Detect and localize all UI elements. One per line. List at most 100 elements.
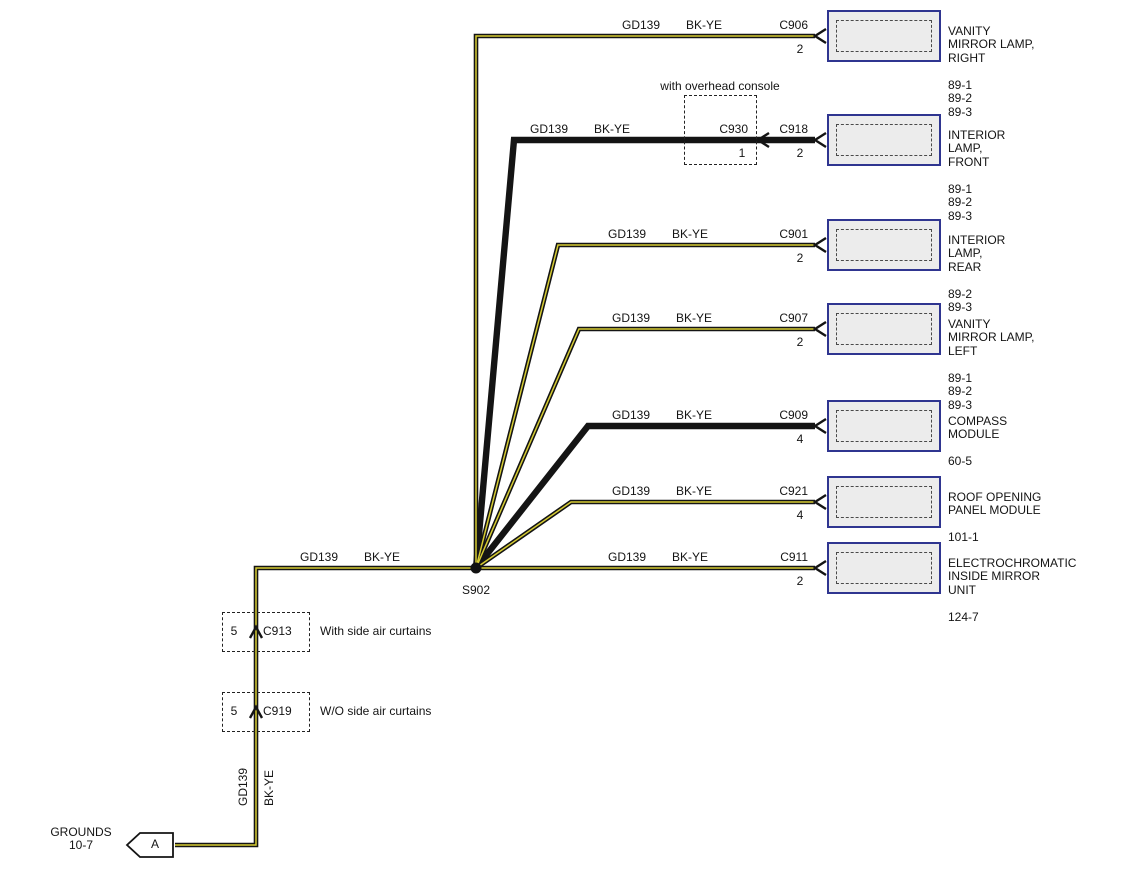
wire-stripe-c906 [475,35,815,568]
splice-label-s902: S902 [461,583,491,597]
wire-color-label: BK-YE [686,18,723,32]
vertical-wire-color-label: BK-YE [262,769,276,806]
wire-to-c901 [473,242,815,569]
connector-label-c913: C913 [263,624,292,638]
component-refs: 89-1 89-2 89-3 [948,181,973,223]
component-box-electrochromatic-inside-mirror-unit [827,542,941,594]
connector-arrow-icon-c911 [812,559,827,577]
circuit-label: GD139 [622,18,661,32]
component-name: VANITY MIRROR LAMP, LEFT [948,316,1035,358]
ground-symbol [125,832,174,858]
connector-arrow-icon-c921 [812,493,827,511]
overhead-console-option-box [684,95,757,165]
component-connector-face [836,552,932,584]
pin-label-c918: 2 [796,146,804,160]
option-box-c913 [222,612,310,652]
connector-arrow-icon-c907 [812,320,827,338]
connector-label-c918: C918 [779,122,808,136]
component-refs: 101-1 [948,530,979,544]
component-label-interior-lamp-rear: INTERIOR LAMP, REAR 89-2 89-3 [948,220,1005,328]
component-box-interior-lamp-rear [827,219,941,271]
connector-label-c921: C921 [779,484,808,498]
component-label-roof-opening-panel-module: ROOF OPENING PANEL MODULE 101-1 [948,477,1041,558]
component-connector-face [836,313,932,345]
circuit-label: GD139 [608,227,647,241]
pin-label-c921: 4 [796,508,804,522]
connector-label-c901: C901 [779,227,808,241]
pin-label-c907: 2 [796,335,804,349]
connector-arrow-icon-c930 [755,131,770,149]
connector-arrow-icon-c918 [812,131,827,149]
circuit-label: GD139 [530,122,569,136]
component-connector-face [836,20,932,52]
pin-label-c930: 1 [738,146,746,160]
wire-label-c909: GD139 BK-YE [612,409,712,422]
circuit-label: GD139 [612,484,651,498]
wire-label-c911: GD139 BK-YE [608,551,708,564]
wire-color-label: BK-YE [594,122,631,136]
pin-label-c906: 2 [796,42,804,56]
connector-arrow-icon-c906 [812,27,827,45]
connector-arrow-icon-c901 [812,236,827,254]
component-connector-face [836,229,932,261]
wire-to-c909 [473,422,815,570]
component-name: COMPASS MODULE [948,413,1008,441]
component-label-interior-lamp-front: INTERIOR LAMP, FRONT 89-1 89-2 89-3 [948,115,1005,237]
splice-dot-s902 [470,562,482,574]
option-box-c919 [222,692,310,732]
grounds-label: GROUNDS 10-7 [50,825,112,852]
wire-label-c918: GD139 BK-YE [530,123,630,136]
wire-label-c921: GD139 BK-YE [612,485,712,498]
component-refs: 89-1 89-2 89-3 [948,370,973,412]
component-connector-face [836,486,932,518]
wire-label-c906: GD139 BK-YE [622,19,722,32]
wire-stripe-c921 [475,501,815,569]
circuit-label: GD139 [612,408,651,422]
wire-color-label: BK-YE [676,484,713,498]
wire-to-c918 [472,136,815,569]
circuit-label: GD139 [612,311,651,325]
wire-color-label: BK-YE [676,408,713,422]
wire-label-c901: GD139 BK-YE [608,228,708,241]
component-label-electrochromatic-inside-mirror-unit: ELECTROCHROMATIC INSIDE MIRROR UNIT 124-… [948,543,1076,638]
component-refs: 89-2 89-3 [948,286,973,314]
component-refs: 60-5 [948,454,973,468]
option-note-c919: W/O side air curtains [320,704,432,718]
pin-label-c913: 5 [230,624,238,638]
component-connector-face [836,124,932,156]
component-box-vanity-mirror-lamp-right [827,10,941,62]
connector-arrow-icon-c909 [812,417,827,435]
component-label-vanity-mirror-lamp-right: VANITY MIRROR LAMP, RIGHT 89-1 89-2 89-3 [948,11,1034,133]
wire-color-label: BK-YE [672,227,709,241]
circuit-label: GD139 [608,550,647,564]
component-label-vanity-mirror-lamp-left: VANITY MIRROR LAMP, LEFT 89-1 89-2 89-3 [948,304,1034,426]
wire-stripe-c901 [475,244,815,569]
option-note-c913: With side air curtains [320,624,432,638]
overhead-console-note: with overhead console [660,79,780,93]
connector-label-c911: C911 [780,550,808,564]
component-name: INTERIOR LAMP, FRONT [948,127,1006,169]
component-box-roof-opening-panel-module [827,476,941,528]
wire-stripe-c907 [475,328,815,569]
circuit-label: GD139 [300,550,339,564]
component-name: ELECTROCHROMATIC INSIDE MIRROR UNIT [948,555,1077,597]
pin-label-c901: 2 [796,251,804,265]
component-name: ROOF OPENING PANEL MODULE [948,489,1042,517]
component-name: VANITY MIRROR LAMP, RIGHT [948,23,1035,65]
connector-label-c909: C909 [779,408,808,422]
wire-label-c907: GD139 BK-YE [612,312,712,325]
pin-label-c911: 2 [796,574,804,588]
ground-code-label: A [150,837,159,851]
wire-color-label: BK-YE [672,550,709,564]
component-refs: 124-7 [948,609,979,624]
pin-label-c909: 4 [796,432,804,446]
component-box-compass-module [827,400,941,452]
wire-color-label: BK-YE [364,550,401,564]
component-box-vanity-mirror-lamp-left [827,303,941,355]
connector-label-c906: C906 [779,18,808,32]
connector-label-c919: C919 [263,704,292,718]
connector-label-c930: C930 [719,122,748,136]
component-connector-face [836,410,932,442]
